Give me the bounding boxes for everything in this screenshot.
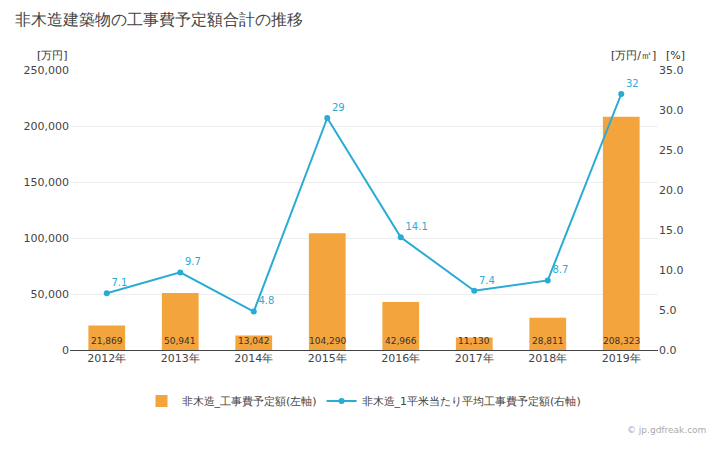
svg-text:28,811: 28,811 <box>532 336 564 346</box>
svg-text:2019年: 2019年 <box>602 352 641 365</box>
svg-text:2017年: 2017年 <box>455 352 494 365</box>
svg-text:100,000: 100,000 <box>24 232 70 245</box>
svg-text:[万円/㎡]: [万円/㎡] <box>611 49 656 62</box>
svg-text:208,323: 208,323 <box>603 336 640 346</box>
svg-text:2018年: 2018年 <box>528 352 567 365</box>
svg-text:4.8: 4.8 <box>259 295 275 306</box>
svg-text:42,966: 42,966 <box>385 336 417 346</box>
svg-text:2014年: 2014年 <box>234 352 273 365</box>
svg-text:14.1: 14.1 <box>406 221 428 232</box>
svg-text:0: 0 <box>62 344 69 357</box>
svg-text:2013年: 2013年 <box>161 352 200 365</box>
svg-text:非木造_工事費予定額(左軸): 非木造_工事費予定額(左軸) <box>182 395 317 408</box>
svg-text:21,869: 21,869 <box>91 336 123 346</box>
svg-text:104,290: 104,290 <box>309 336 346 346</box>
svg-text:13,042: 13,042 <box>238 336 270 346</box>
svg-text:20.0: 20.0 <box>659 184 684 197</box>
svg-text:200,000: 200,000 <box>24 120 70 133</box>
svg-text:32: 32 <box>626 78 639 89</box>
svg-text:30.0: 30.0 <box>659 104 684 117</box>
svg-text:50,941: 50,941 <box>164 336 196 346</box>
svg-text:[%]: [%] <box>666 49 685 62</box>
svg-text:11,130: 11,130 <box>458 336 490 346</box>
svg-text:7.4: 7.4 <box>479 275 495 286</box>
svg-text:7.1: 7.1 <box>112 277 128 288</box>
svg-text:9.7: 9.7 <box>185 256 201 267</box>
svg-text:15.0: 15.0 <box>659 224 684 237</box>
svg-text:0.0: 0.0 <box>659 344 677 357</box>
svg-text:2012年: 2012年 <box>87 352 126 365</box>
svg-text:29: 29 <box>332 102 345 113</box>
svg-text:非木造建築物の工事費予定額合計の推移: 非木造建築物の工事費予定額合計の推移 <box>15 10 303 29</box>
svg-text:非木造_1平米当たり平均工事費予定額(右軸): 非木造_1平米当たり平均工事費予定額(右軸) <box>362 395 581 408</box>
svg-text:8.7: 8.7 <box>553 264 569 275</box>
svg-text:5.0: 5.0 <box>659 304 677 317</box>
svg-text:© jp.gdfreak.com: © jp.gdfreak.com <box>627 425 706 435</box>
svg-text:150,000: 150,000 <box>24 176 70 189</box>
svg-text:2015年: 2015年 <box>308 352 347 365</box>
svg-text:[万円]: [万円] <box>37 49 68 62</box>
svg-text:50,000: 50,000 <box>31 288 70 301</box>
svg-text:10.0: 10.0 <box>659 264 684 277</box>
svg-text:250,000: 250,000 <box>24 64 70 77</box>
svg-text:2016年: 2016年 <box>381 352 420 365</box>
svg-text:25.0: 25.0 <box>659 144 684 157</box>
svg-text:35.0: 35.0 <box>659 64 684 77</box>
